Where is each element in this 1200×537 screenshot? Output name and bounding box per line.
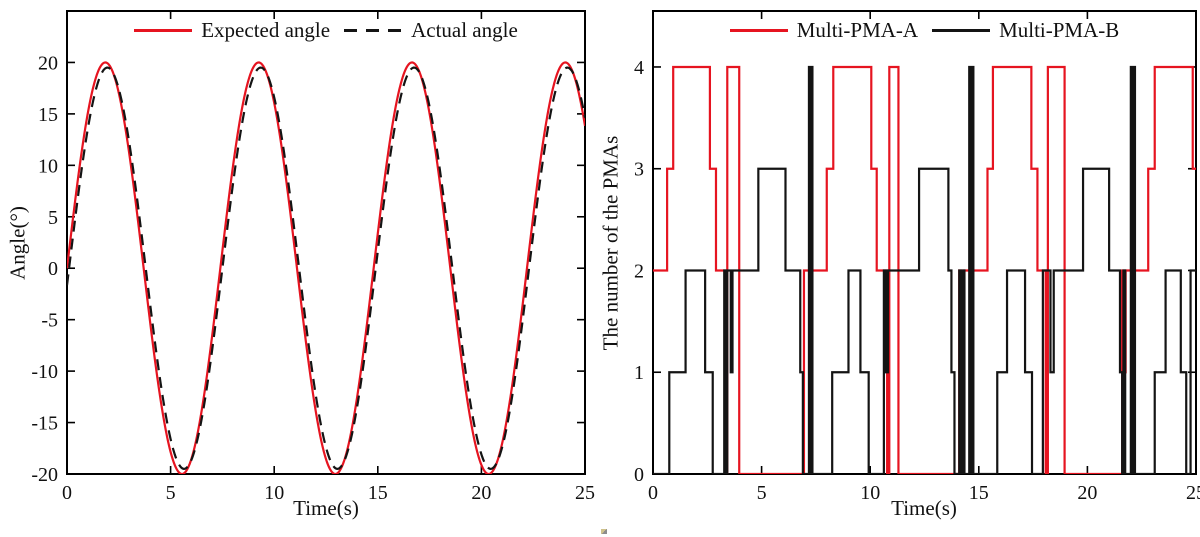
x-tick-label: 5 <box>166 482 176 504</box>
screenshot-artifact <box>601 529 607 534</box>
left-plot-ylabel: Angle(°) <box>5 206 30 280</box>
legend-item-expected-angle: Expected angle <box>134 18 330 43</box>
expected-angle-curve <box>67 61 585 474</box>
y-tick-label: 10 <box>38 155 58 177</box>
multi-pma-b-legend-line <box>932 28 991 32</box>
y-tick-label: 5 <box>48 207 58 229</box>
actual-angle-legend-label: Actual angle <box>411 17 518 42</box>
axes-box <box>66 10 586 475</box>
y-tick-label: 20 <box>38 52 58 74</box>
multi-pma-b-legend-label: Multi-PMA-B <box>999 17 1120 42</box>
x-tick-label: 15 <box>368 482 388 504</box>
axes-box <box>652 10 1197 475</box>
legend-item-multi-pma-b: Multi-PMA-B <box>932 18 1119 43</box>
x-tick-label: 0 <box>62 482 72 504</box>
y-tick-label: -5 <box>41 310 58 332</box>
left-plot-xlabel: Time(s) <box>293 496 359 520</box>
x-tick-label: 0 <box>648 482 658 504</box>
y-tick-label: 4 <box>634 57 644 79</box>
actual-angle-legend-line <box>344 28 403 32</box>
multi-pma-b-curve <box>653 65 1196 474</box>
x-tick-label: 20 <box>1077 482 1097 504</box>
legend-item-actual-angle: Actual angle <box>344 18 518 43</box>
y-tick-label: 0 <box>48 258 58 280</box>
left-plot-legend: Expected angle Actual angle <box>67 16 585 44</box>
right-plot-xlabel: Time(s) <box>891 496 957 520</box>
right-plot-ylabel: The number of the PMAs <box>598 135 623 351</box>
x-tick-label: 10 <box>264 482 284 504</box>
y-tick-label: -20 <box>31 464 58 486</box>
y-tick-label: 1 <box>634 362 644 384</box>
y-tick-label: 2 <box>634 260 644 282</box>
x-tick-label: 25 <box>575 482 595 504</box>
left-plot: 0 5 10 15 20 25 -20 -15 -10 -5 0 5 10 15 20 <box>31 10 595 504</box>
multi-pma-a-legend-label: Multi-PMA-A <box>796 17 919 42</box>
multi-pma-a-legend-line <box>729 28 788 32</box>
x-tick-label: 20 <box>471 482 491 504</box>
right-plot: 0 5 10 15 20 25 0 1 2 3 4 <box>634 10 1200 504</box>
y-tick-label: -10 <box>31 361 58 383</box>
actual-angle-curve <box>67 66 585 470</box>
right-plot-legend: Multi-PMA-A Multi-PMA-B <box>653 16 1196 44</box>
x-tick-label: 10 <box>860 482 880 504</box>
y-tick-label: 0 <box>634 464 644 486</box>
y-tick-label: 15 <box>38 104 58 126</box>
legend-item-multi-pma-a: Multi-PMA-A <box>729 17 919 43</box>
y-tick-label: 3 <box>634 159 644 181</box>
x-tick-label: 25 <box>1186 482 1200 504</box>
expected-angle-legend-label: Expected angle <box>201 17 331 42</box>
y-tick-label: -15 <box>31 413 58 435</box>
x-tick-label: 5 <box>757 482 767 504</box>
x-tick-label: 15 <box>969 482 989 504</box>
expected-angle-legend-line <box>134 28 193 32</box>
